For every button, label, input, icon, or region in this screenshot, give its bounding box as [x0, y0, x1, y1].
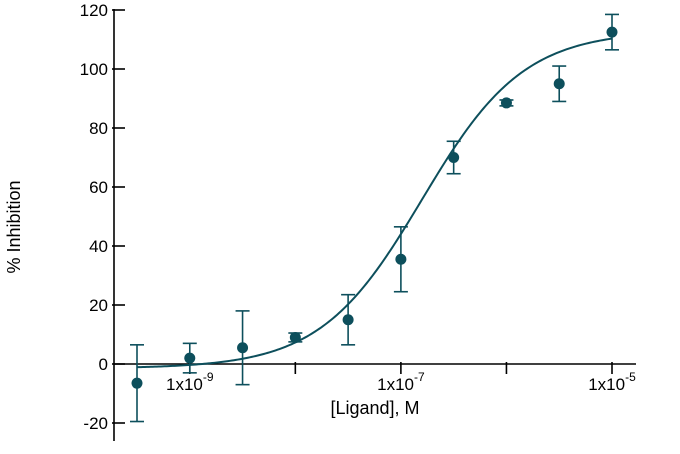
- data-point: [342, 314, 354, 326]
- y-tick-label: 0: [99, 355, 108, 374]
- x-tick-label: 1x10-5: [588, 370, 636, 394]
- y-tick-label: 60: [89, 178, 108, 197]
- x-axis-title: [Ligand], M: [330, 398, 419, 418]
- data-point: [131, 377, 143, 389]
- y-tick-label: 40: [89, 237, 108, 256]
- x-ticks: 1x10-9 1x10-7 1x10-5: [166, 362, 636, 394]
- fit-curve: [136, 37, 613, 369]
- y-tick-label: 20: [89, 296, 108, 315]
- data-points: [131, 26, 618, 389]
- data-point: [553, 78, 565, 90]
- y-axis-title: % Inhibition: [4, 180, 24, 273]
- y-tick-label: -20: [83, 414, 108, 433]
- data-point: [448, 152, 460, 163]
- data-point: [606, 26, 618, 38]
- error-bars: [130, 13, 619, 423]
- y-tick-label: 120: [80, 1, 108, 20]
- data-point: [500, 97, 512, 109]
- x-tick-label: 1x10-9: [166, 370, 214, 394]
- data-point: [289, 331, 301, 343]
- y-tick-label: 100: [80, 60, 108, 79]
- data-point: [395, 253, 407, 265]
- data-point: [184, 352, 196, 364]
- x-tick-label: 1x10-7: [377, 370, 425, 394]
- y-tick-label: 80: [89, 119, 108, 138]
- data-point: [237, 342, 249, 354]
- y-ticks: -20 0 20 40 60 80 100 120: [80, 1, 125, 433]
